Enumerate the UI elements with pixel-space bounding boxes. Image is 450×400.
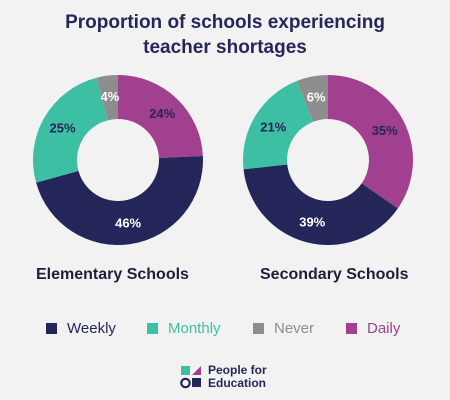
- chart-0-slice-monthly: [32, 77, 108, 183]
- legend-item-weekly: Weekly: [46, 320, 116, 337]
- chart-1-slice-daily: [328, 75, 413, 209]
- chart-title-line-2: teacher shortages: [143, 37, 307, 58]
- logo-mark-icon: [180, 366, 201, 389]
- chart-0-label-never: 4%: [100, 89, 119, 104]
- chart-1-label-never: 6%: [307, 90, 326, 105]
- legend-item-never: Never: [253, 320, 314, 337]
- chart-0-slice-never: [96, 75, 118, 121]
- legend-item-daily: Daily: [346, 320, 400, 337]
- chart-0-label-weekly: 46%: [115, 216, 141, 231]
- elementary-chart-label: Elementary Schools: [36, 266, 189, 283]
- chart-0-label-monthly: 25%: [50, 121, 76, 136]
- logo-text-line-2: Education: [208, 376, 267, 390]
- legend-label-monthly: Monthly: [168, 320, 221, 337]
- chart-title-line-1: Proportion of schools experiencing: [65, 12, 385, 33]
- legend: Weekly Monthly Never Daily: [0, 320, 450, 342]
- chart-1-slice-never: [297, 75, 328, 122]
- legend-label-never: Never: [274, 320, 315, 337]
- chart-0-label-daily: 24%: [149, 106, 175, 121]
- chart-1-label-monthly: 21%: [260, 119, 286, 134]
- chart-1-slice-monthly: [243, 80, 314, 170]
- legend-swatch-monthly: [147, 323, 158, 334]
- chart-0-slice-daily: [118, 75, 203, 159]
- legend-item-monthly: Monthly: [147, 320, 221, 337]
- legend-swatch-never: [253, 323, 264, 334]
- chart-title: Proportion of schools experiencing teach…: [0, 10, 450, 60]
- people-for-education-logo: People for Education: [180, 364, 267, 390]
- legend-label-weekly: Weekly: [67, 320, 116, 337]
- chart-1-label-daily: 35%: [372, 123, 398, 138]
- legend-swatch-daily: [346, 323, 357, 334]
- chart-1-slice-weekly: [243, 164, 398, 245]
- chart-1-label-weekly: 39%: [299, 215, 325, 230]
- legend-label-daily: Daily: [367, 320, 401, 337]
- secondary-chart-label: Secondary Schools: [260, 266, 409, 283]
- logo-text-line-1: People for: [208, 363, 267, 377]
- chart-0-slice-weekly: [36, 155, 203, 245]
- legend-swatch-weekly: [46, 323, 57, 334]
